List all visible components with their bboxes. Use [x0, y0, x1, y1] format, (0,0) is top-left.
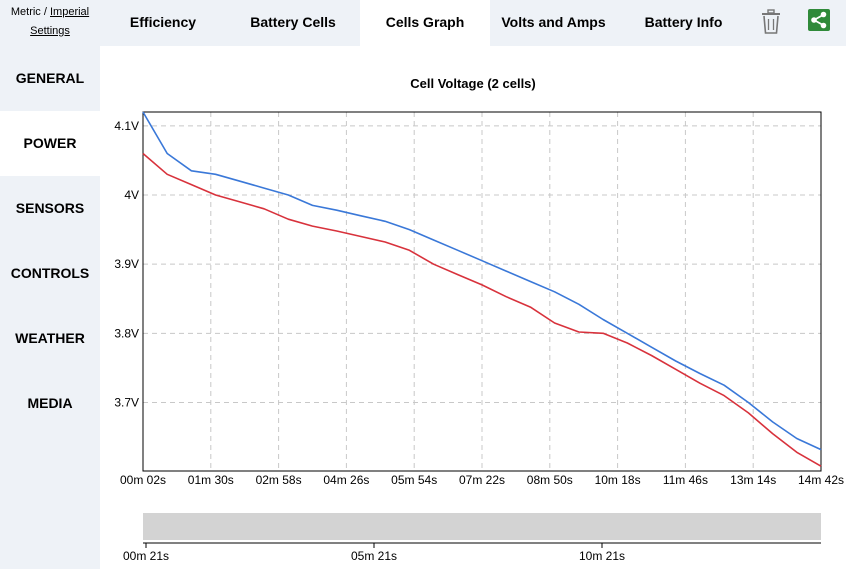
- x-tick-label: 13m 14s: [730, 473, 776, 487]
- series-line-1: [142, 152, 822, 467]
- x-tick-label: 10m 18s: [595, 473, 641, 487]
- y-tick-label: 3.9V: [114, 257, 139, 271]
- x-tick-label: 05m 54s: [391, 473, 437, 487]
- sidebar: GENERAL POWER SENSORS CONTROLS WEATHER M…: [0, 46, 100, 569]
- sidebar-item-media[interactable]: MEDIA: [27, 395, 73, 411]
- tab-efficiency[interactable]: Efficiency: [129, 14, 197, 30]
- y-axis: 4.1V 4V 3.9V 3.8V 3.7V: [114, 119, 139, 410]
- sidebar-item-power[interactable]: POWER: [0, 111, 100, 176]
- series-lines: [142, 111, 822, 467]
- series-line-0: [142, 111, 822, 451]
- chart-grid: [143, 112, 821, 471]
- y-tick-label: 4.1V: [114, 119, 139, 133]
- top-tab-bar: Efficiency Battery Cells Cells Graph Vol…: [100, 0, 846, 46]
- sidebar-item-general[interactable]: GENERAL: [15, 70, 85, 86]
- navigator-tick-label: 10m 21s: [579, 549, 625, 563]
- settings-link[interactable]: Settings: [30, 25, 70, 37]
- navigator-ticks: 00m 21s 05m 21s 10m 21s: [123, 543, 625, 563]
- x-axis: 00m 02s 01m 30s 02m 58s 04m 26s 05m 54s 07m 2…: [120, 473, 844, 487]
- navigator-tick-label: 00m 21s: [123, 549, 169, 563]
- range-navigator[interactable]: [143, 513, 821, 540]
- metric-link[interactable]: Metric: [10, 6, 41, 18]
- imperial-link[interactable]: Imperial: [50, 6, 90, 18]
- x-tick-label: 00m 02s: [120, 473, 166, 487]
- navigator-tick-label: 05m 21s: [351, 549, 397, 563]
- sidebar-item-controls[interactable]: CONTROLS: [10, 265, 90, 281]
- unit-selector: Metric / Imperial Settings: [0, 0, 100, 46]
- x-tick-label: 01m 30s: [188, 473, 234, 487]
- y-tick-label: 3.7V: [114, 396, 139, 410]
- unit-separator: /: [43, 6, 47, 18]
- x-tick-label: 11m 46s: [663, 473, 708, 487]
- y-tick-label: 3.8V: [114, 326, 139, 340]
- plot-frame: [142, 111, 822, 472]
- tab-battery-info[interactable]: Battery Info: [644, 14, 723, 30]
- trash-icon[interactable]: [760, 9, 782, 35]
- tab-battery-cells[interactable]: Battery Cells: [250, 14, 336, 30]
- x-tick-label: 07m 22s: [459, 473, 505, 487]
- x-tick-label: 02m 58s: [256, 473, 302, 487]
- sidebar-item-sensors[interactable]: SENSORS: [15, 200, 85, 216]
- tab-volts-and-amps[interactable]: Volts and Amps: [501, 14, 606, 30]
- x-tick-label: 14m 42s: [798, 473, 844, 487]
- y-tick-label: 4V: [124, 188, 139, 202]
- tab-cells-graph[interactable]: Cells Graph: [360, 0, 490, 46]
- sidebar-item-weather[interactable]: WEATHER: [15, 330, 85, 346]
- share-icon[interactable]: [808, 9, 830, 31]
- x-tick-label: 08m 50s: [527, 473, 573, 487]
- x-tick-label: 04m 26s: [323, 473, 369, 487]
- chart-title: Cell Voltage (2 cells): [410, 76, 536, 91]
